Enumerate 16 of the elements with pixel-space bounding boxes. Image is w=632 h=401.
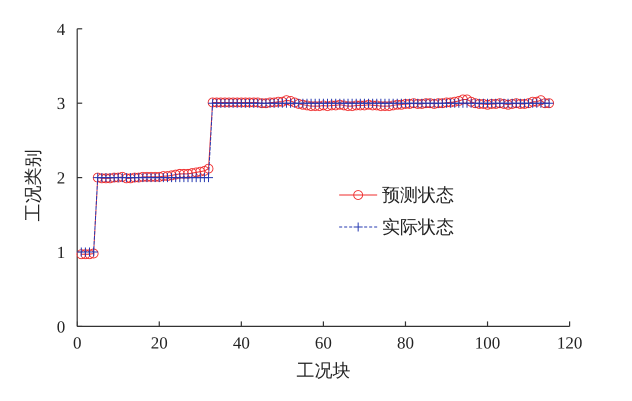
y-axis-title: 工况类别 xyxy=(23,150,43,222)
legend-label: 实际状态 xyxy=(382,217,454,238)
x-tick-label: 20 xyxy=(150,333,168,352)
x-tick-label: 40 xyxy=(232,333,250,352)
x-tick-label: 0 xyxy=(72,333,82,352)
legend-label: 预测状态 xyxy=(382,185,454,206)
x-axis-title: 工况块 xyxy=(296,360,350,380)
y-tick-label: 4 xyxy=(56,20,66,39)
y-tick-label: 1 xyxy=(56,243,66,262)
x-tick-label: 80 xyxy=(396,333,414,352)
x-tick-label: 100 xyxy=(474,333,500,352)
y-tick-label: 2 xyxy=(56,168,66,188)
x-tick-label: 120 xyxy=(556,333,582,352)
y-tick-label: 0 xyxy=(56,317,66,336)
x-tick-label: 60 xyxy=(314,333,332,352)
y-tick-label: 3 xyxy=(56,94,66,114)
